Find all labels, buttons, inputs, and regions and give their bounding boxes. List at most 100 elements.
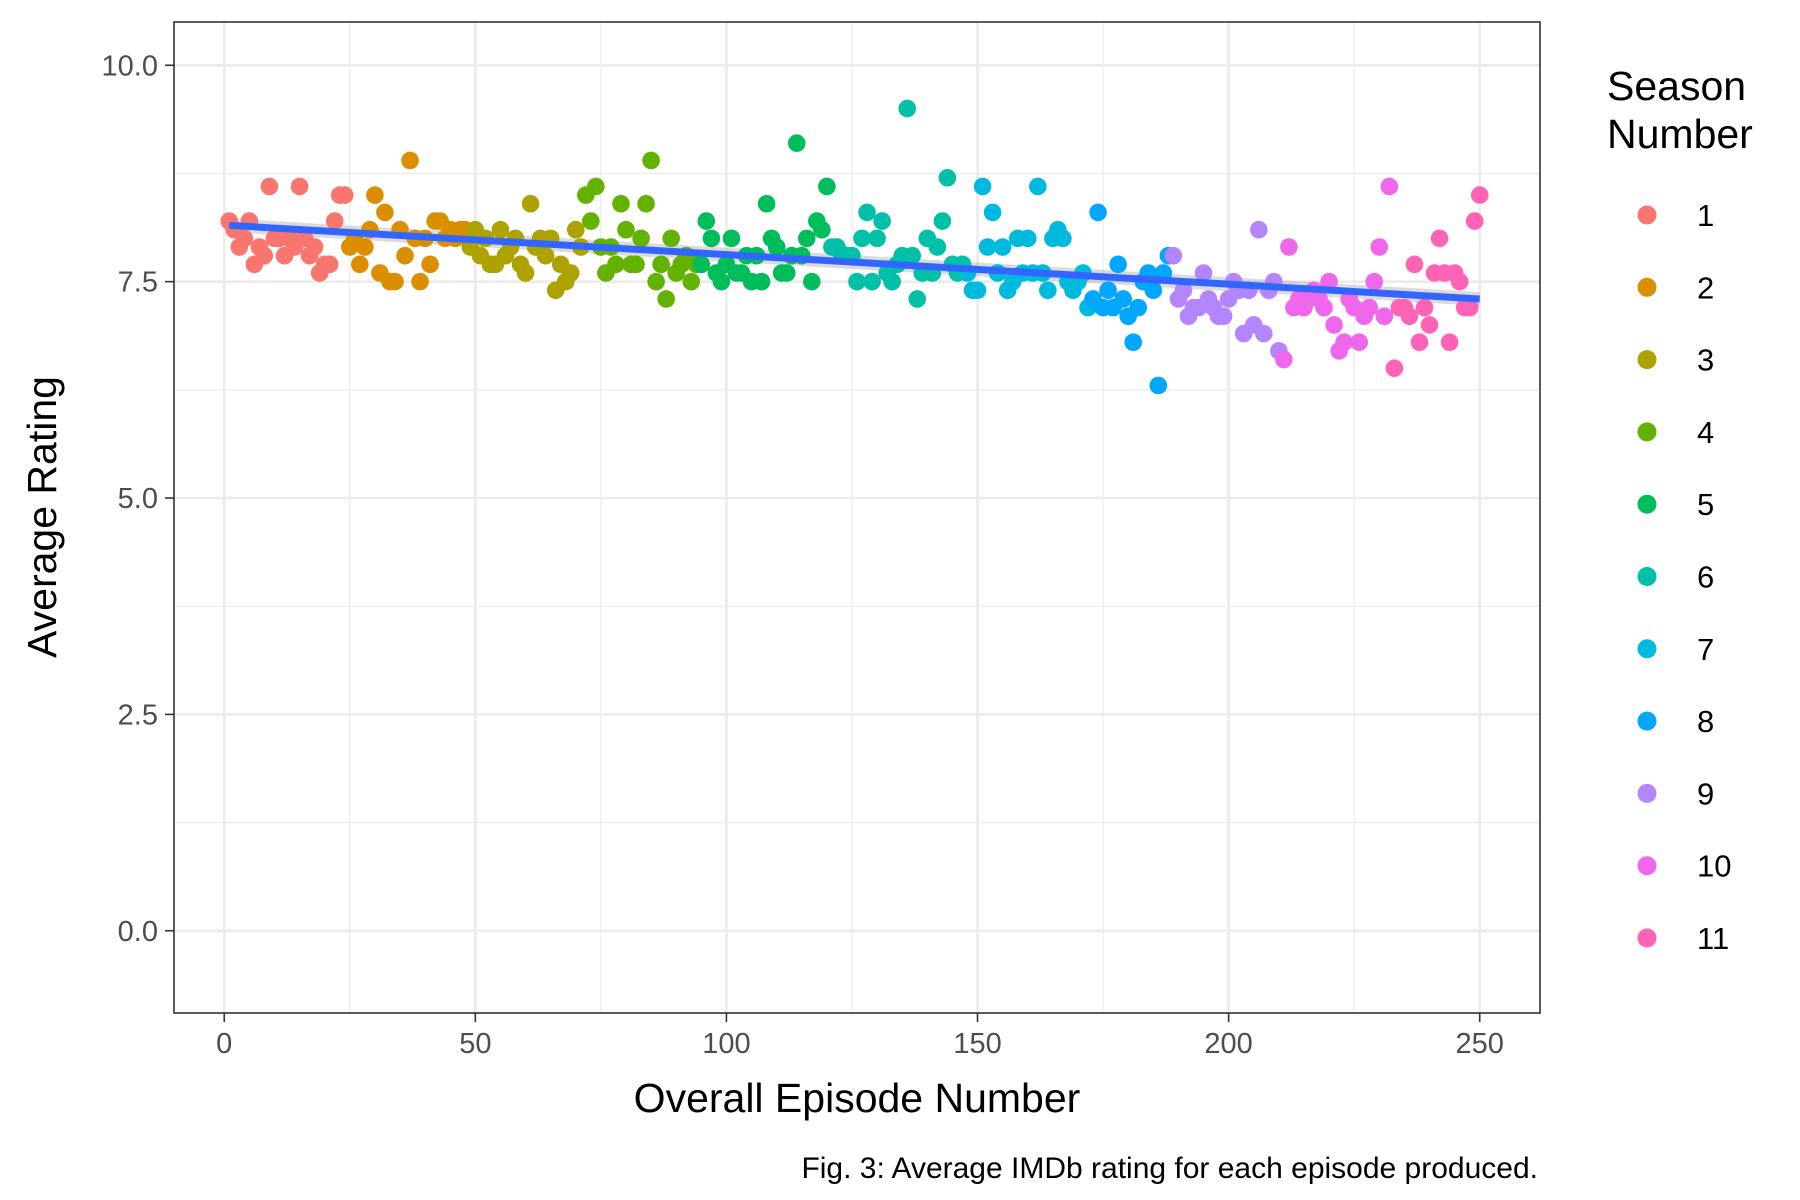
- data-point-season-5: [757, 194, 776, 213]
- legend-label-season-11: 11: [1697, 921, 1729, 956]
- data-point-season-4: [607, 255, 625, 274]
- legend-key-season-3: [1637, 350, 1657, 370]
- panel-background: [174, 22, 1540, 1013]
- data-point-season-9: [1214, 307, 1233, 326]
- y-tick-label: 10.0: [102, 50, 158, 82]
- legend-label-season-6: 6: [1697, 560, 1714, 595]
- legend-key-season-7: [1637, 639, 1657, 659]
- x-tick-label: 150: [953, 1028, 1001, 1060]
- data-point-season-8: [1109, 255, 1127, 274]
- data-point-season-2: [411, 272, 429, 291]
- legend-label-season-3: 3: [1697, 343, 1714, 378]
- x-tick-label: 200: [1204, 1028, 1252, 1060]
- data-point-season-10: [1320, 272, 1338, 291]
- data-point-season-6: [883, 272, 901, 291]
- data-point-season-10: [1380, 177, 1399, 196]
- data-point-season-4: [642, 151, 660, 170]
- grid-lines: [174, 22, 1540, 1013]
- data-point-season-6: [873, 212, 891, 230]
- legend-label-season-1: 1: [1697, 198, 1714, 233]
- data-point-season-5: [787, 134, 806, 152]
- data-point-season-6: [908, 290, 927, 308]
- data-point-season-8: [1124, 333, 1143, 352]
- data-point-season-7: [1028, 177, 1047, 196]
- legend-label-season-4: 4: [1697, 415, 1714, 450]
- data-point-season-8: [1099, 281, 1117, 300]
- data-point-season-1: [320, 255, 339, 274]
- data-point-season-8: [1144, 281, 1163, 300]
- figure-caption: Fig. 3: Average IMDb rating for each epi…: [801, 1152, 1538, 1185]
- y-tick-label: 5.0: [118, 483, 158, 515]
- data-point-season-9: [1194, 264, 1213, 282]
- data-point-season-8: [1114, 290, 1132, 308]
- data-point-season-6: [938, 168, 957, 187]
- data-point-season-8: [1089, 203, 1107, 222]
- data-point-season-1: [290, 177, 309, 196]
- data-point-season-2: [356, 238, 374, 256]
- y-tick-label: 0.0: [118, 916, 158, 948]
- data-point-season-5: [752, 272, 771, 291]
- x-tick-label: 50: [459, 1028, 491, 1060]
- data-point-season-7: [1018, 229, 1037, 248]
- data-point-season-4: [662, 229, 680, 248]
- data-point-season-11: [1410, 333, 1429, 352]
- data-point-season-5: [818, 177, 836, 196]
- legend-key-season-5: [1637, 494, 1657, 514]
- data-point-season-4: [587, 177, 605, 196]
- data-point-season-5: [712, 272, 731, 291]
- data-point-season-1: [260, 177, 279, 196]
- data-point-season-3: [491, 220, 510, 239]
- data-point-season-10: [1370, 238, 1389, 256]
- data-point-season-7: [973, 177, 992, 196]
- legend-label-season-8: 8: [1697, 704, 1714, 739]
- data-point-season-9: [1174, 281, 1193, 300]
- data-point-season-7: [983, 203, 1002, 222]
- data-point-season-2: [401, 151, 419, 170]
- legend-label-season-2: 2: [1697, 270, 1714, 305]
- data-point-season-11: [1465, 212, 1484, 230]
- data-point-season-5: [767, 238, 786, 256]
- data-point-season-4: [657, 290, 675, 308]
- data-point-season-2: [351, 255, 369, 274]
- data-point-season-5: [702, 229, 721, 248]
- data-point-season-4: [647, 272, 665, 291]
- data-point-season-1: [255, 246, 274, 265]
- data-point-season-11: [1470, 186, 1489, 204]
- data-point-season-7: [978, 238, 997, 256]
- data-point-season-5: [777, 264, 796, 282]
- data-point-season-6: [848, 272, 866, 291]
- legend: Season Number 1 2 3 4 5 6 7 8 9 10 11: [1607, 63, 1753, 956]
- data-point-season-11: [1420, 316, 1439, 334]
- data-point-season-3: [521, 194, 540, 213]
- panel-border: [173, 21, 1541, 1014]
- data-point-season-4: [612, 194, 630, 213]
- data-point-season-10: [1325, 316, 1343, 334]
- axes: 0 50 100 150 200 250 0.0 2.5 5.0 7.5 10.0: [102, 50, 1504, 1060]
- data-point-season-10: [1315, 298, 1333, 317]
- data-point-season-11: [1400, 307, 1419, 326]
- data-point-season-4: [627, 255, 645, 274]
- data-point-season-4: [582, 212, 600, 230]
- data-point-season-7: [1039, 281, 1057, 300]
- data-point-season-1: [325, 212, 344, 230]
- data-point-season-8: [1129, 298, 1148, 317]
- data-point-season-10: [1275, 350, 1293, 369]
- data-point-season-10: [1350, 333, 1369, 352]
- data-point-season-7: [993, 238, 1012, 256]
- data-points: [220, 99, 1489, 395]
- legend-key-season-1: [1637, 205, 1657, 225]
- data-point-season-11: [1415, 298, 1434, 317]
- data-point-season-1: [335, 186, 354, 204]
- legend-label-season-5: 5: [1697, 487, 1714, 522]
- y-axis-title: Average Rating: [19, 376, 65, 658]
- legend-label-season-9: 9: [1697, 776, 1714, 811]
- legend-key-season-9: [1637, 783, 1657, 803]
- data-point-season-1: [235, 229, 254, 248]
- data-point-season-5: [813, 220, 831, 239]
- data-point-season-2: [376, 203, 394, 222]
- legend-title-line-2: Number: [1607, 111, 1753, 157]
- legend-key-season-11: [1637, 928, 1657, 948]
- data-point-season-11: [1385, 359, 1404, 378]
- data-point-season-7: [1054, 229, 1072, 248]
